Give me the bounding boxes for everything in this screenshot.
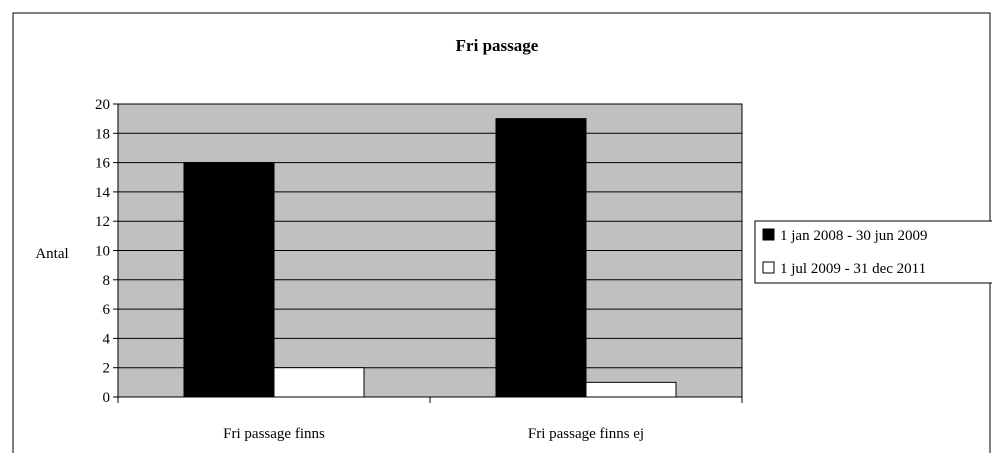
y-axis-label: Antal <box>35 246 68 262</box>
bar-1-2 <box>495 118 587 398</box>
y-tick-label: 14 <box>95 185 111 201</box>
y-tick-label: 20 <box>95 97 110 113</box>
plot-area: 0 2 4 6 8 10 12 14 16 18 20 Fri passage finns Fri pa… <box>95 97 743 442</box>
legend: 1 jan 2008 - 30 jun 2009 1 jul 2009 - 31… <box>754 220 992 284</box>
legend-label-series-2: 1 jul 2009 - 31 dec 2011 <box>780 261 926 277</box>
bar-2-2 <box>585 381 677 398</box>
y-tick-label: 18 <box>95 126 110 142</box>
legend-box <box>754 220 992 284</box>
bar-1-1 <box>183 162 275 398</box>
y-tick-label: 8 <box>103 273 111 289</box>
y-tick-label: 2 <box>103 361 111 377</box>
chart-title: Fri passage <box>456 36 539 55</box>
y-tick-label: 10 <box>95 244 110 260</box>
x-tick-label: Fri passage finns <box>223 426 325 442</box>
legend-swatch-series-1 <box>762 228 775 241</box>
bar-2-1 <box>273 367 365 398</box>
x-tick-label: Fri passage finns ej <box>528 426 644 442</box>
legend-label-series-1: 1 jan 2008 - 30 jun 2009 <box>780 228 928 244</box>
legend-swatch-series-2 <box>762 261 775 274</box>
y-tick-label: 12 <box>95 214 110 230</box>
y-tick-label: 6 <box>103 302 111 318</box>
y-tick-label: 0 <box>103 390 111 406</box>
y-tick-label: 16 <box>95 156 111 172</box>
y-tick-label: 4 <box>103 331 111 347</box>
